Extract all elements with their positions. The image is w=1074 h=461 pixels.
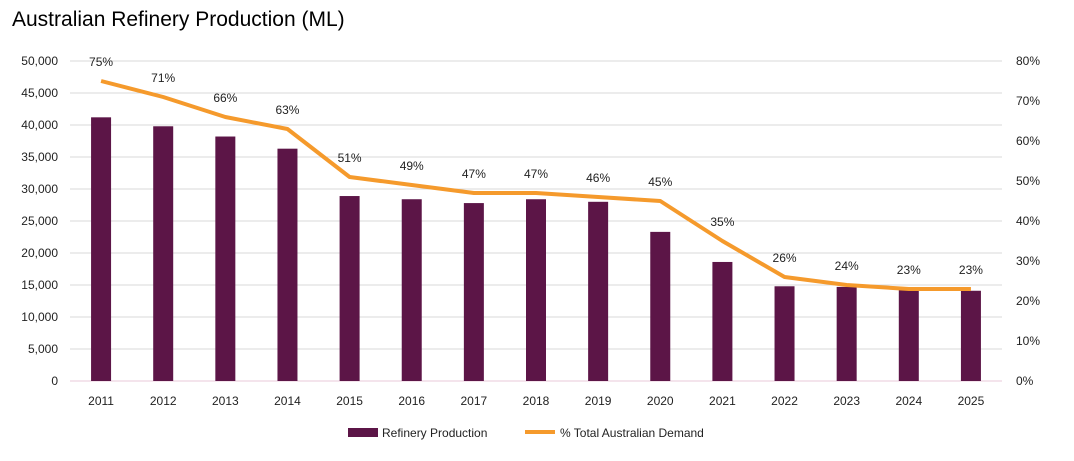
data-label: 47%	[524, 167, 548, 181]
bar-2013	[215, 136, 236, 381]
data-label: 46%	[586, 171, 610, 185]
y-right-tick-label: 0%	[1016, 374, 1034, 388]
x-tick-label: 2018	[523, 394, 550, 408]
data-label: 23%	[897, 263, 921, 277]
y-right-tick-label: 20%	[1016, 294, 1040, 308]
bar-2025	[960, 290, 981, 381]
legend-label: Refinery Production	[382, 426, 487, 440]
y-right-tick-label: 70%	[1016, 94, 1040, 108]
x-tick-label: 2022	[771, 394, 798, 408]
y-left-tick-label: 0	[51, 374, 58, 388]
y-left-tick-label: 45,000	[21, 86, 58, 100]
bar-2016	[401, 199, 422, 381]
line-series-demand	[100, 79, 971, 291]
bar-2020	[650, 231, 671, 381]
y-left-tick-label: 5,000	[28, 342, 58, 356]
x-tick-label: 2016	[398, 394, 425, 408]
data-label: 24%	[835, 259, 859, 273]
bar-2017	[463, 203, 484, 381]
x-tick-label: 2015	[336, 394, 363, 408]
chart-title: Australian Refinery Production (ML)	[12, 8, 345, 31]
data-label: 45%	[648, 175, 672, 189]
data-label: 66%	[213, 91, 237, 105]
bar-2023	[836, 286, 857, 381]
y-right-tick-label: 10%	[1016, 334, 1040, 348]
x-tick-label: 2014	[274, 394, 301, 408]
y-right-tick-label: 40%	[1016, 214, 1040, 228]
data-label: 23%	[959, 263, 983, 277]
y-right-tick-label: 60%	[1016, 134, 1040, 148]
y-left-tick-label: 50,000	[21, 54, 58, 68]
data-label: 75%	[89, 55, 113, 69]
bar-2024	[898, 288, 919, 381]
x-tick-label: 2012	[150, 394, 177, 408]
y-right-tick-label: 30%	[1016, 254, 1040, 268]
x-tick-label: 2021	[709, 394, 736, 408]
bar-2011	[91, 117, 112, 381]
bar-2019	[588, 201, 609, 381]
x-tick-label: 2023	[833, 394, 860, 408]
data-label: 51%	[338, 151, 362, 165]
x-tick-label: 2013	[212, 394, 239, 408]
legend-label: % Total Australian Demand	[560, 426, 704, 440]
bar-2015	[339, 196, 360, 381]
bar-2012	[153, 126, 174, 381]
y-right-tick-label: 80%	[1016, 54, 1040, 68]
y-left-tick-label: 20,000	[21, 246, 58, 260]
x-tick-label: 2025	[958, 394, 985, 408]
y-left-tick-label: 10,000	[21, 310, 58, 324]
data-label: 26%	[773, 251, 797, 265]
bar-2018	[526, 199, 546, 381]
y-left-tick-label: 40,000	[21, 118, 58, 132]
data-label: 35%	[710, 215, 734, 229]
data-label: 49%	[400, 159, 424, 173]
data-label: 47%	[462, 167, 486, 181]
y-right-tick-label: 50%	[1016, 174, 1040, 188]
bar-2021	[712, 261, 733, 381]
data-label: 63%	[275, 103, 299, 117]
x-tick-label: 2011	[88, 394, 114, 408]
y-left-tick-label: 25,000	[21, 214, 58, 228]
bar-2014	[277, 148, 298, 381]
y-left-tick-label: 30,000	[21, 182, 58, 196]
x-tick-label: 2024	[895, 394, 922, 408]
data-label: 71%	[151, 71, 175, 85]
x-tick-label: 2017	[461, 394, 488, 408]
x-tick-label: 2020	[647, 394, 674, 408]
y-left-tick-label: 15,000	[21, 278, 58, 292]
x-tick-label: 2019	[585, 394, 612, 408]
legend-swatch-bar	[348, 428, 378, 437]
y-left-tick-label: 35,000	[21, 150, 58, 164]
bar-2022	[774, 286, 795, 381]
